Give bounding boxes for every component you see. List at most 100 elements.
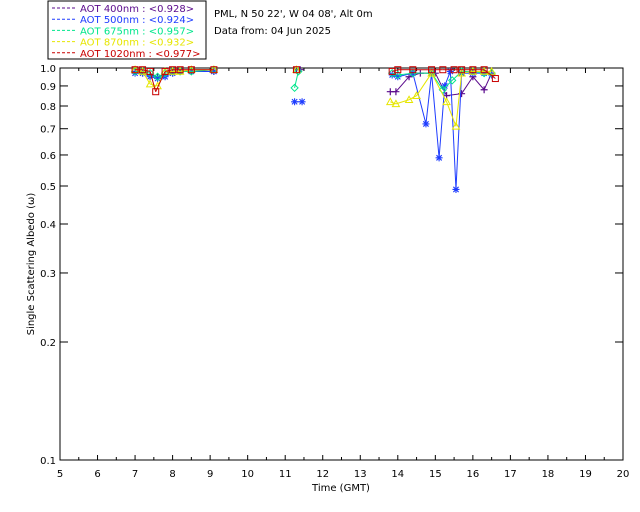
square-marker bbox=[480, 66, 488, 74]
series-segment bbox=[416, 72, 432, 96]
series-segment bbox=[395, 76, 410, 93]
x-tick-label: 10 bbox=[241, 469, 254, 480]
square-marker bbox=[169, 66, 177, 74]
diamond-marker bbox=[294, 67, 303, 76]
x-tick-label: 16 bbox=[466, 469, 479, 480]
asterisk-marker bbox=[446, 67, 454, 75]
x-tick-label: 5 bbox=[57, 469, 63, 480]
triangle-marker bbox=[451, 121, 461, 130]
square-marker bbox=[161, 67, 169, 75]
x-axis-label: Time (GMT) bbox=[311, 483, 370, 494]
y-tick-label: 0.1 bbox=[40, 456, 56, 467]
y-tick-label: 0.5 bbox=[40, 182, 56, 193]
x-tick-label: 8 bbox=[169, 469, 175, 480]
triangle-marker bbox=[468, 66, 478, 75]
site-info: PML, N 50 22', W 04 08', Alt 0m bbox=[214, 9, 373, 20]
asterisk-marker bbox=[388, 71, 396, 79]
asterisk-marker bbox=[298, 98, 306, 106]
x-tick-label: 11 bbox=[279, 469, 292, 480]
x-tick-label: 17 bbox=[504, 469, 517, 480]
x-tick-label: 15 bbox=[429, 469, 442, 480]
series-segment bbox=[455, 73, 463, 190]
series-5 bbox=[131, 66, 499, 96]
asterisk-marker bbox=[452, 185, 460, 193]
square-marker bbox=[210, 66, 218, 74]
legend-label: AOT 870nm : <0.932> bbox=[80, 38, 194, 49]
asterisk-marker bbox=[435, 154, 443, 162]
diamond-marker bbox=[427, 68, 436, 78]
diamond-marker bbox=[438, 85, 448, 94]
legend: AOT 400nm : <0.928>AOT 500nm : <0.924>AO… bbox=[47, 0, 207, 60]
square-marker bbox=[439, 66, 447, 74]
series-segment bbox=[425, 73, 433, 124]
x-tick-label: 19 bbox=[579, 469, 592, 480]
y-tick-label: 1.0 bbox=[40, 64, 56, 75]
diamond-marker bbox=[290, 83, 299, 93]
x-tick-label: 9 bbox=[207, 469, 213, 480]
square-marker bbox=[409, 66, 417, 74]
square-marker bbox=[176, 66, 184, 74]
series-segment bbox=[431, 72, 448, 103]
triangle-marker bbox=[391, 99, 401, 108]
y-tick-label: 0.9 bbox=[40, 82, 56, 93]
square-marker bbox=[139, 66, 147, 74]
square-marker bbox=[292, 66, 300, 74]
series-segment bbox=[446, 101, 457, 127]
date-info: Data from: 04 Jun 2025 bbox=[214, 26, 331, 37]
y-tick-label: 0.8 bbox=[40, 102, 56, 113]
x-tick-label: 18 bbox=[542, 469, 555, 480]
square-marker bbox=[131, 66, 139, 74]
triangle-marker bbox=[175, 66, 185, 75]
y-tick-label: 0.4 bbox=[40, 220, 56, 231]
triangle-marker bbox=[404, 95, 414, 104]
legend-label: AOT 500nm : <0.924> bbox=[80, 15, 194, 26]
series-segment bbox=[444, 71, 451, 87]
square-marker bbox=[469, 66, 477, 74]
series-segment bbox=[461, 76, 474, 94]
series-segment bbox=[142, 70, 151, 74]
plus-marker bbox=[392, 88, 400, 96]
series-segment bbox=[449, 71, 457, 190]
series-segment bbox=[149, 72, 158, 78]
x-tick-label: 12 bbox=[316, 469, 329, 480]
triangle-marker bbox=[145, 79, 155, 88]
plot-frame bbox=[59, 67, 624, 461]
square-marker bbox=[146, 67, 154, 75]
square-marker bbox=[152, 88, 160, 96]
series-segment bbox=[142, 69, 151, 72]
asterisk-marker bbox=[291, 98, 299, 106]
series-4 bbox=[130, 65, 496, 130]
y-tick-label: 0.7 bbox=[40, 125, 56, 136]
series-segment bbox=[455, 73, 463, 127]
asterisk-marker bbox=[441, 82, 449, 90]
data-series bbox=[130, 65, 499, 193]
series-segment bbox=[472, 76, 485, 91]
square-marker bbox=[394, 66, 402, 74]
series-segment bbox=[438, 85, 446, 158]
triangle-marker bbox=[442, 97, 451, 106]
series-segment bbox=[483, 69, 496, 79]
diamond-marker bbox=[153, 72, 162, 81]
diamond-marker bbox=[448, 76, 457, 85]
y-tick-label: 0.2 bbox=[40, 338, 56, 349]
square-marker bbox=[187, 66, 195, 74]
y-tick-label: 0.6 bbox=[40, 151, 56, 162]
asterisk-marker bbox=[422, 120, 430, 128]
x-tick-label: 14 bbox=[391, 469, 404, 480]
legend-label: AOT 675nm : <0.957> bbox=[80, 26, 194, 37]
square-marker bbox=[428, 66, 436, 74]
legend-label: AOT 1020nm : <0.977> bbox=[80, 49, 200, 60]
triangle-marker bbox=[385, 97, 395, 106]
asterisk-marker bbox=[394, 73, 402, 81]
asterisk-marker bbox=[488, 71, 496, 79]
diamond-marker bbox=[145, 68, 155, 78]
x-tick-label: 6 bbox=[94, 469, 100, 480]
y-tick-label: 0.3 bbox=[40, 269, 56, 280]
diamond-marker bbox=[175, 67, 185, 76]
x-tick-label: 13 bbox=[354, 469, 367, 480]
series-segment bbox=[431, 73, 440, 158]
triangle-marker bbox=[168, 66, 177, 75]
diamond-marker bbox=[408, 68, 418, 78]
axis-ticks: 5 6 7 8 9 10 11 12 13 14 15 16 17 18 19 20 0.1 0.2 0.3 0.4 0… bbox=[40, 64, 629, 480]
asterisk-marker bbox=[210, 67, 218, 75]
